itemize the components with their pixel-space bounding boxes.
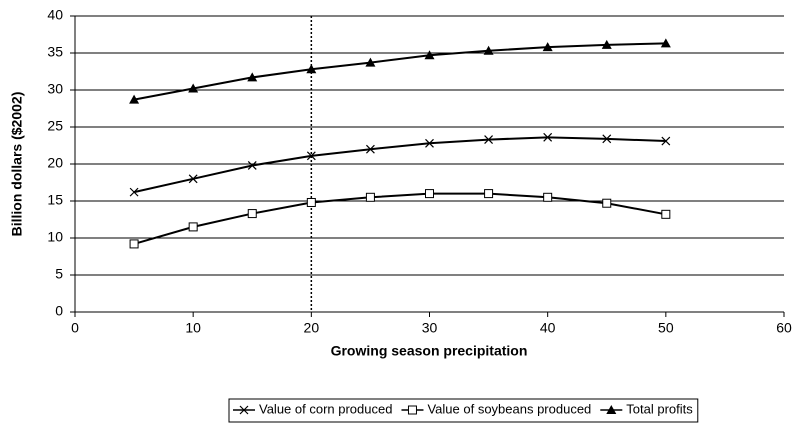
y-tick-label: 0 bbox=[55, 303, 63, 319]
marker bbox=[542, 42, 553, 52]
legend-item: Value of corn produced bbox=[233, 401, 392, 416]
marker bbox=[606, 405, 617, 414]
marker bbox=[188, 174, 198, 184]
marker bbox=[407, 405, 417, 415]
marker bbox=[365, 192, 375, 202]
marker bbox=[483, 45, 494, 55]
marker bbox=[129, 187, 139, 197]
marker bbox=[484, 135, 494, 145]
marker bbox=[247, 209, 257, 219]
y-tick-label: 30 bbox=[47, 81, 63, 97]
marker bbox=[424, 50, 435, 60]
marker bbox=[660, 38, 671, 48]
marker bbox=[543, 132, 553, 142]
marker bbox=[602, 134, 612, 144]
legend-label: Total profits bbox=[626, 401, 693, 416]
series-line bbox=[133, 192, 667, 245]
x-tick-label: 60 bbox=[776, 320, 792, 336]
marker bbox=[602, 198, 612, 208]
marker bbox=[306, 197, 316, 207]
legend-item: Total profits bbox=[600, 401, 693, 416]
marker bbox=[247, 72, 258, 82]
legend-item: Value of soybeans produced bbox=[401, 401, 591, 416]
marker bbox=[306, 151, 316, 161]
x-tick-label: 10 bbox=[185, 320, 201, 336]
marker bbox=[661, 209, 671, 219]
x-tick-label: 0 bbox=[71, 320, 79, 336]
y-axis-title: Billion dollars ($2002) bbox=[9, 92, 25, 237]
marker bbox=[425, 189, 434, 199]
y-tick-label: 35 bbox=[47, 44, 63, 60]
y-tick-label: 25 bbox=[47, 118, 63, 134]
legend bbox=[228, 398, 699, 423]
marker bbox=[129, 239, 139, 249]
marker bbox=[239, 405, 249, 415]
marker bbox=[661, 136, 671, 146]
series-line bbox=[133, 42, 666, 101]
y-tick-label: 5 bbox=[55, 266, 63, 282]
x-tick-label: 40 bbox=[540, 320, 556, 336]
marker bbox=[188, 83, 199, 93]
marker bbox=[188, 222, 198, 232]
y-tick-label: 15 bbox=[47, 192, 63, 208]
marker bbox=[365, 57, 376, 67]
legend-label: Value of soybeans produced bbox=[427, 401, 591, 416]
marker bbox=[484, 189, 494, 199]
marker bbox=[129, 94, 140, 104]
x-tick-label: 30 bbox=[422, 320, 438, 336]
x-axis-title: Growing season precipitation bbox=[331, 343, 528, 359]
y-tick-label: 40 bbox=[47, 7, 63, 23]
marker bbox=[601, 39, 612, 49]
x-tick-label: 50 bbox=[658, 320, 674, 336]
marker bbox=[306, 64, 317, 74]
y-tick-label: 20 bbox=[47, 155, 63, 171]
marker bbox=[365, 144, 375, 154]
series-line bbox=[133, 136, 666, 194]
marker bbox=[247, 161, 257, 170]
y-tick-label: 10 bbox=[47, 229, 63, 245]
marker bbox=[425, 138, 434, 148]
legend-label: Value of corn produced bbox=[259, 401, 392, 416]
marker bbox=[543, 192, 553, 202]
x-tick-label: 20 bbox=[304, 320, 320, 336]
